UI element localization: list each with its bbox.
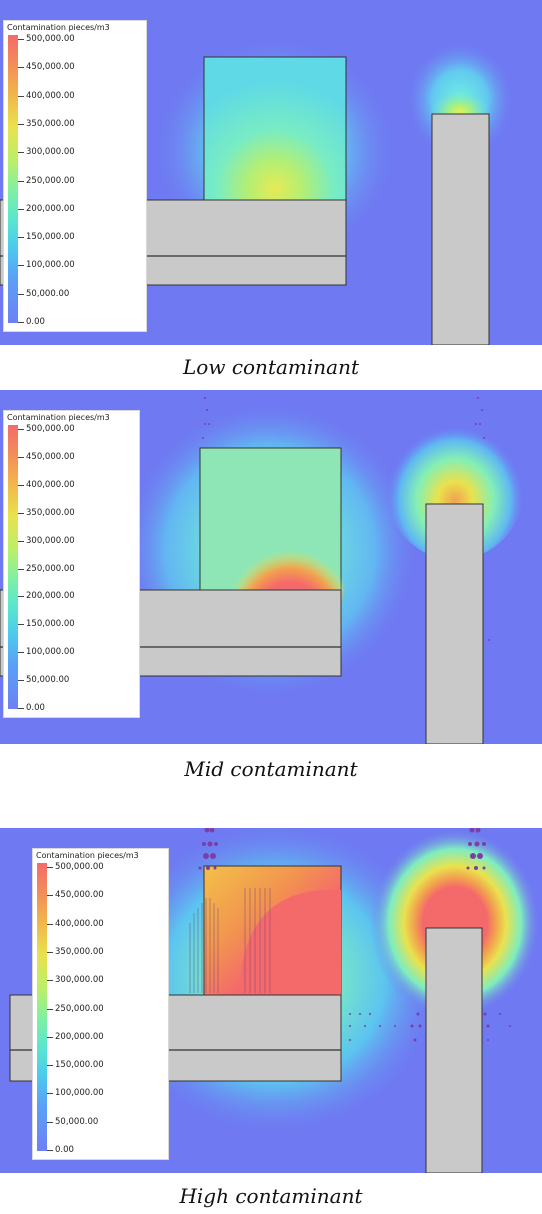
legend-color-bar <box>8 35 18 323</box>
legend-title: Contamination pieces/m3 <box>7 23 110 32</box>
panel-high: Contamination pieces/m3 500,000.00 450,00… <box>0 828 542 1214</box>
particle-streaks <box>189 888 271 993</box>
legend-tick <box>18 180 24 182</box>
legend-color-bar <box>37 863 47 1151</box>
legend-tick <box>47 1036 53 1038</box>
legend-label: 150,000.00 <box>26 232 75 243</box>
legend-label: 0.00 <box>26 703 45 713</box>
caption-low: Low contaminant <box>183 355 359 379</box>
legend-tick <box>18 208 24 210</box>
legend-label: 450,000.00 <box>26 62 75 73</box>
legend-label: 50,000.00 <box>55 1116 99 1127</box>
vertical-column <box>431 113 490 345</box>
legend-tick <box>18 708 24 709</box>
legend-label: 200,000.00 <box>55 1031 104 1042</box>
legend-color-bar <box>8 425 18 709</box>
legend-label: 200,000.00 <box>26 203 75 214</box>
legend-label: 400,000.00 <box>26 90 75 101</box>
legend-label: 0.00 <box>55 1145 74 1155</box>
legend-label: 250,000.00 <box>55 1003 104 1014</box>
legend-label: 300,000.00 <box>26 147 75 158</box>
contour-plot-high: Contamination pieces/m3 500,000.00 450,00… <box>0 828 542 1173</box>
legend-title: Contamination pieces/m3 <box>36 851 139 860</box>
legend-label: 350,000.00 <box>55 946 104 957</box>
vertical-column <box>425 503 484 744</box>
legend-label: 50,000.00 <box>26 288 70 299</box>
legend-tick <box>47 1121 53 1123</box>
legend-tick <box>47 1093 53 1095</box>
legend-label: 300,000.00 <box>26 535 75 546</box>
legend-label: 500,000.00 <box>26 424 75 434</box>
particle-markers <box>198 828 511 1042</box>
legend-tick <box>18 95 24 97</box>
color-legend: Contamination pieces/m3 500,000.00 450,00… <box>3 410 140 718</box>
vertical-column <box>425 927 483 1173</box>
legend-tick <box>47 867 53 868</box>
enclosure-box <box>203 56 347 201</box>
legend-tick <box>18 265 24 267</box>
legend-label: 100,000.00 <box>55 1088 104 1099</box>
legend-tick <box>47 895 53 897</box>
legend-tick <box>18 152 24 154</box>
legend-tick <box>18 484 24 486</box>
legend-tick <box>47 951 53 953</box>
legend-label: 100,000.00 <box>26 260 75 271</box>
legend-label: 150,000.00 <box>26 619 75 630</box>
legend-label: 350,000.00 <box>26 507 75 518</box>
legend-label: 400,000.00 <box>55 918 104 929</box>
contour-plot-low: Contamination pieces/m3 500,000.00 450,00… <box>0 0 542 345</box>
legend-tick <box>18 123 24 125</box>
legend-tick <box>47 1008 53 1010</box>
legend-tick <box>18 512 24 514</box>
legend-tick <box>47 923 53 925</box>
panel-low: Contamination pieces/m3 500,000.00 450,00… <box>0 0 542 390</box>
legend-tick <box>47 1065 53 1067</box>
legend-tick <box>18 456 24 458</box>
legend-label: 100,000.00 <box>26 647 75 658</box>
legend-tick <box>47 980 53 982</box>
legend-tick <box>18 624 24 626</box>
panel-mid: Contamination pieces/m3 500,000.00 450,00… <box>0 390 542 800</box>
legend-tick <box>18 652 24 654</box>
legend-label: 500,000.00 <box>26 34 75 44</box>
legend-tick <box>18 680 24 682</box>
legend-tick <box>18 39 24 40</box>
color-legend: Contamination pieces/m3 500,000.00 450,00… <box>32 848 169 1160</box>
legend-tick <box>18 67 24 69</box>
legend-label: 300,000.00 <box>55 975 104 986</box>
legend-label: 500,000.00 <box>55 862 104 872</box>
legend-tick <box>47 1150 53 1151</box>
legend-label: 0.00 <box>26 317 45 327</box>
legend-tick <box>18 568 24 570</box>
legend-tick <box>18 429 24 430</box>
legend-title: Contamination pieces/m3 <box>7 413 110 422</box>
legend-label: 150,000.00 <box>55 1060 104 1071</box>
legend-label: 350,000.00 <box>26 118 75 129</box>
legend-label: 250,000.00 <box>26 175 75 186</box>
contour-plot-mid: Contamination pieces/m3 500,000.00 450,00… <box>0 390 542 744</box>
legend-label: 450,000.00 <box>55 890 104 901</box>
caption-mid: Mid contaminant <box>184 757 358 781</box>
legend-tick <box>18 596 24 598</box>
dispersion-halo-right <box>370 828 540 1018</box>
legend-tick <box>18 237 24 239</box>
legend-label: 200,000.00 <box>26 591 75 602</box>
color-legend: Contamination pieces/m3 500,000.00 450,00… <box>3 20 147 332</box>
particle-markers <box>202 397 490 641</box>
legend-tick <box>18 322 24 323</box>
dispersion-halo-right <box>385 410 525 560</box>
legend-tick <box>18 293 24 295</box>
legend-label: 400,000.00 <box>26 479 75 490</box>
caption-high: High contaminant <box>179 1184 363 1208</box>
legend-label: 250,000.00 <box>26 563 75 574</box>
legend-tick <box>18 540 24 542</box>
legend-label: 50,000.00 <box>26 675 70 686</box>
legend-label: 450,000.00 <box>26 451 75 462</box>
